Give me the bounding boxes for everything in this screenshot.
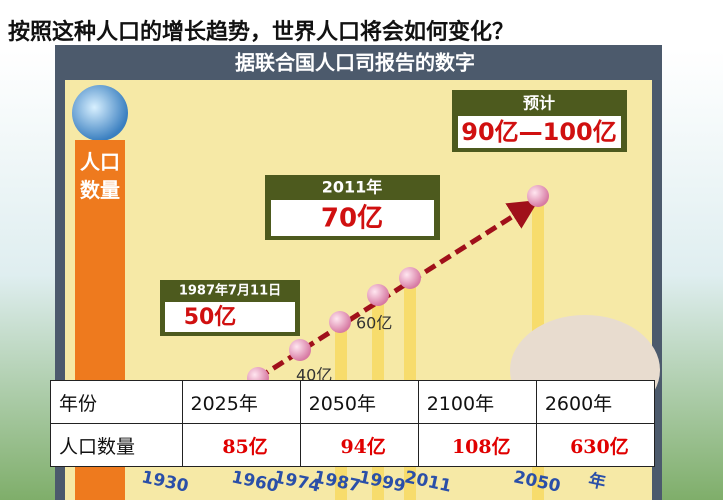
table-cell: 2100年: [417, 380, 537, 424]
callout-title: 1987年7月11日: [179, 283, 281, 299]
year-label: 年: [587, 469, 608, 493]
table-cell: 年份: [50, 380, 183, 424]
table-row: 年份 2025年 2050年 2100年 2600年: [50, 380, 656, 424]
callout-value: 90亿—100亿: [461, 118, 617, 146]
table-cell: 108亿: [417, 423, 537, 467]
table-cell: 2600年: [535, 380, 656, 424]
table-cell: 94亿: [299, 423, 419, 467]
globe: [72, 85, 128, 141]
point-label: 40亿: [296, 366, 332, 385]
slide-title: 按照这种人口的增长趋势，世界人口将会如何变化？: [8, 19, 514, 45]
callout-title: 预计: [523, 94, 555, 113]
table-cell: 2025年: [181, 380, 301, 424]
table-cell: 85亿: [181, 423, 301, 467]
infographic-heading: 据联合国人口司报告的数字: [235, 51, 475, 75]
table-cell: 630亿: [535, 423, 656, 467]
callout-inner: [165, 302, 295, 332]
point-label: 60亿: [356, 314, 392, 333]
table-cell: 人口数量: [50, 423, 183, 467]
population-table: 年份 2025年 2050年 2100年 2600年 人口数量 85亿 94亿 …: [50, 380, 656, 467]
callout-value: 50亿: [184, 305, 237, 330]
callout-value: 70亿: [321, 204, 383, 234]
callout-inner: [271, 200, 434, 236]
axis-label: 人口数量: [80, 150, 120, 202]
table-cell: 2050年: [299, 380, 419, 424]
table-row: 人口数量 85亿 94亿 108亿 630亿: [50, 423, 656, 467]
callout-inner: [458, 116, 621, 148]
callout-title: 2011年: [322, 178, 383, 197]
